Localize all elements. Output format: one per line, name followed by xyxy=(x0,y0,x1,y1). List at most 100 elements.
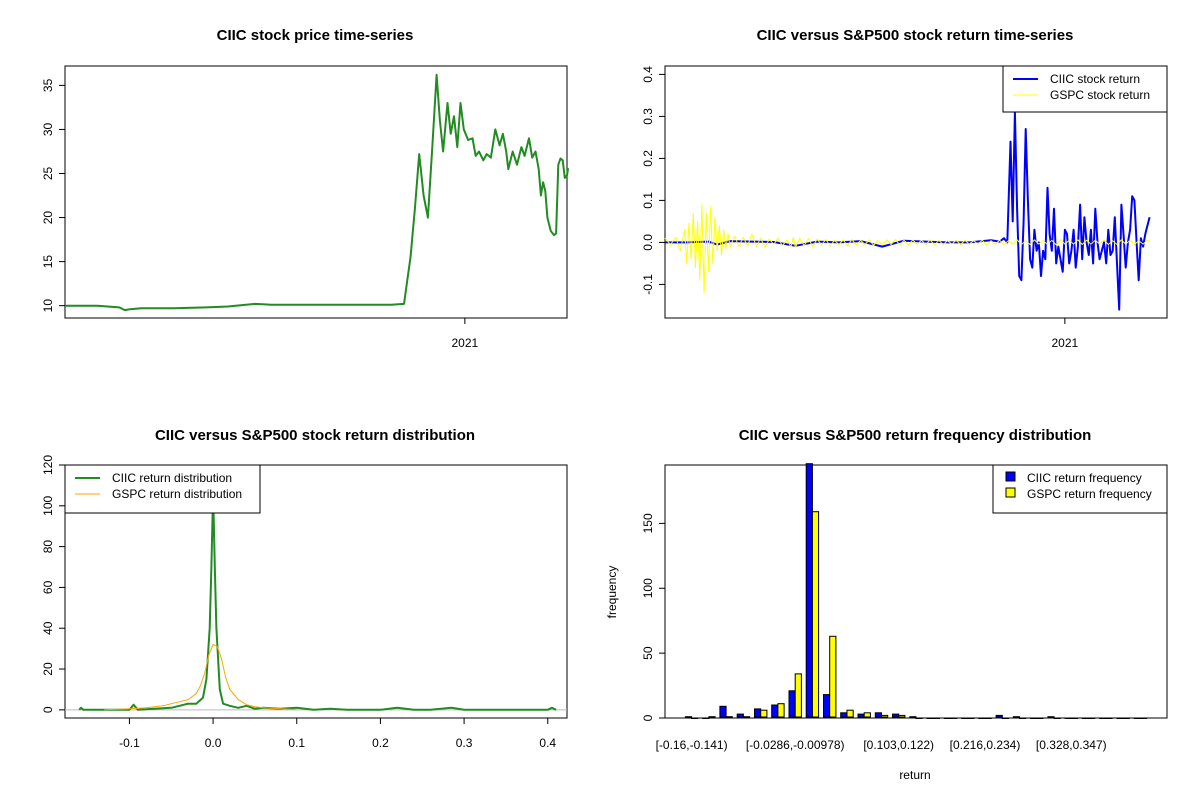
bar xyxy=(881,714,889,718)
bar xyxy=(995,714,1003,718)
series-line xyxy=(664,204,1150,294)
plot-frame xyxy=(64,464,568,719)
bar xyxy=(1139,717,1148,719)
y-tick-label: 80 xyxy=(41,540,55,554)
bar xyxy=(1122,717,1130,719)
bar xyxy=(846,709,854,718)
bar xyxy=(943,717,951,719)
y-tick-label: 15 xyxy=(41,255,55,269)
x-tick-label: 0.3 xyxy=(456,736,473,750)
chart-title: CIIC versus S&P500 stock return distribu… xyxy=(155,427,475,444)
legend-label: GSPC return frequency xyxy=(1027,487,1152,501)
y-tick-label: 0 xyxy=(41,706,55,713)
bar xyxy=(1036,717,1044,719)
bar xyxy=(857,713,865,718)
y-tick-label: 25 xyxy=(41,167,55,181)
return-frequency-chart: CIIC versus S&P500 return frequency dist… xyxy=(605,427,1168,782)
legend-box xyxy=(64,464,261,514)
y-tick-label: 0 xyxy=(641,714,655,721)
x-tick-label: [0.216,0.234) xyxy=(950,738,1021,752)
bar xyxy=(892,713,900,718)
y-tick-label: 30 xyxy=(41,122,55,136)
bar xyxy=(777,703,785,718)
legend-label: CIIC return distribution xyxy=(112,471,232,485)
chart-title: CIIC stock price time-series xyxy=(217,27,414,44)
bar xyxy=(702,717,710,719)
bar xyxy=(736,713,744,718)
x-tick-label: [0.328,0.347) xyxy=(1036,738,1107,752)
bar xyxy=(1019,717,1027,719)
bar xyxy=(1081,717,1090,719)
y-tick-label: 0.1 xyxy=(641,192,655,209)
bar xyxy=(1088,717,1096,719)
bar xyxy=(1001,717,1009,719)
bar xyxy=(1047,716,1055,718)
bar xyxy=(725,716,733,718)
bar xyxy=(1105,717,1113,719)
bar xyxy=(909,716,917,718)
bar xyxy=(898,714,906,718)
y-tick-label: 40 xyxy=(41,621,55,635)
plot-frame xyxy=(64,65,568,319)
bar xyxy=(754,708,762,718)
x-tick-label: 2021 xyxy=(1052,336,1079,350)
bar xyxy=(840,712,848,718)
bar xyxy=(771,704,779,718)
x-tick-label: -0.1 xyxy=(119,736,140,750)
bar xyxy=(950,717,958,719)
chart-title: CIIC versus S&P500 return frequency dist… xyxy=(739,427,1092,444)
series-line xyxy=(104,644,297,711)
legend-label: GSPC stock return xyxy=(1050,88,1150,102)
bar xyxy=(926,717,934,719)
bar xyxy=(742,716,751,718)
y-tick-label: 20 xyxy=(41,211,55,225)
series-line xyxy=(65,73,570,312)
y-tick-label: 0.4 xyxy=(641,66,655,83)
bar xyxy=(829,635,837,718)
y-tick-label: 10 xyxy=(41,299,55,313)
legend-swatch xyxy=(1005,471,1016,482)
y-tick-label: 0.3 xyxy=(641,108,655,125)
y-tick-label: 0.0 xyxy=(641,234,655,251)
legend-label: CIIC stock return xyxy=(1050,72,1140,86)
bar xyxy=(961,717,969,719)
bar xyxy=(978,717,986,719)
bar xyxy=(932,717,940,719)
bar xyxy=(967,717,975,719)
y-axis-label: frequency xyxy=(605,566,619,619)
chart-title: CIIC versus S&P500 stock return time-ser… xyxy=(757,27,1074,44)
y-tick-label: 100 xyxy=(641,578,655,598)
y-tick-label: -0.1 xyxy=(641,274,655,295)
bar xyxy=(915,717,923,719)
bar xyxy=(691,717,699,719)
bar xyxy=(794,673,802,718)
y-tick-label: 50 xyxy=(641,646,655,660)
bar xyxy=(1064,717,1072,719)
bar xyxy=(1030,717,1038,719)
plot-frame xyxy=(664,65,1168,319)
bar xyxy=(874,712,882,718)
series-line xyxy=(665,111,1151,311)
bar xyxy=(1053,717,1061,719)
bar xyxy=(788,690,796,718)
x-axis-label: return xyxy=(899,768,930,782)
y-tick-label: 60 xyxy=(41,580,55,594)
bar xyxy=(1099,717,1107,719)
legend-swatch xyxy=(1005,487,1016,498)
x-tick-label: 0.2 xyxy=(372,736,389,750)
y-tick-label: 120 xyxy=(41,455,55,475)
x-tick-label: 2021 xyxy=(452,336,479,350)
legend-label: GSPC return distribution xyxy=(112,487,242,501)
y-tick-label: 150 xyxy=(641,513,655,533)
y-tick-label: 100 xyxy=(41,495,55,515)
x-tick-label: 0.0 xyxy=(205,736,222,750)
y-tick-label: 35 xyxy=(41,78,55,92)
legend-box xyxy=(1002,65,1168,113)
bar xyxy=(1116,717,1124,719)
return-distribution-chart: CIIC versus S&P500 stock return distribu… xyxy=(41,427,568,750)
x-tick-label: [0.103,0.122) xyxy=(863,738,934,752)
bar xyxy=(863,712,871,718)
bar xyxy=(684,716,693,718)
